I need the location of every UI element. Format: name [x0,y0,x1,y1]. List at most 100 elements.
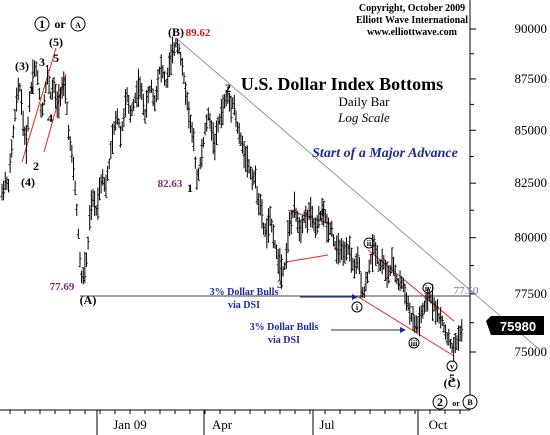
ohlc-bar [67,124,71,141]
wave-B-paren: (B) [168,25,184,39]
ohlc-bar [107,158,111,170]
price-tick-label: 75000 [515,344,548,359]
ohlc-bar [236,121,240,134]
ohlc-bar [162,71,166,86]
ohlc-bar [387,265,391,284]
ohlc-bar [240,135,244,154]
ohlc-bar [123,88,127,117]
roman-iii-marker [408,337,420,349]
ohlc-bar [158,66,162,75]
roman-i-marker [351,301,363,313]
ohlc-bar [184,81,188,105]
ohlc-bar [68,136,72,151]
wave-5-bottom: 5 [449,371,455,385]
ohlc-bar [94,206,98,216]
ohlc-bar [445,332,449,345]
ohlc-bar [327,217,331,243]
dsi-note-1-line2: via DSI [228,300,260,311]
ohlc-bar [392,256,396,276]
ohlc-bar [93,190,97,217]
ohlc-bar [440,315,444,327]
ohlc-bar [424,292,428,313]
channel-line-bottom [356,295,455,357]
ohlc-bar [258,194,262,216]
ohlc-bar [370,234,374,273]
ohlc-bar [50,79,54,100]
price-tick-label: 90000 [515,21,548,36]
ohlc-bar [31,59,35,94]
wave-circle-A: A [75,21,81,30]
ohlc-bar [286,219,290,254]
ohlc-bar [411,306,415,331]
ohlc-bar [437,312,441,324]
ohlc-bar [416,315,420,333]
ohlc-bar [341,240,345,266]
ohlc-bar [460,319,464,342]
roman-v-marker [446,360,458,372]
level-8263: 82.63 [158,178,183,190]
triangle-line-bottom [285,254,329,263]
ohlc-bar [203,122,207,136]
ohlc-bar [364,271,368,292]
wave-2-after-B: 2 [225,81,231,95]
ohlc-bar [21,110,25,136]
ohlc-bar [120,121,124,132]
ohlc-bar [62,71,66,97]
ohlc-bar [418,306,422,337]
ohlc-bar [325,213,329,243]
ohlc-bar [317,205,321,229]
ohlc-bar [237,122,241,144]
wave-3-paren: (3) [15,59,29,73]
ohlc-bar [349,247,353,273]
ohlc-bar [457,325,461,351]
ohlc-bar [201,136,205,148]
ohlc-bar [429,293,433,304]
ohlc-bar [322,200,326,227]
ohlc-bar [75,203,79,216]
ohlc-bar [177,43,181,55]
price-tick-label: 85000 [515,122,548,137]
level-8962: 89.62 [186,27,211,39]
ohlc-bar [375,244,379,265]
ohlc-bar [169,44,173,76]
ohlc-bar [115,108,119,125]
ohlc-bar [130,103,134,117]
wave-circle-B: B [467,398,473,407]
ohlc-bar [125,87,129,103]
ohlc-bar [216,116,220,133]
ohlc-bar [448,338,452,349]
ohlc-bar [292,191,296,218]
ohlc-bar [175,38,179,54]
ohlc-bar [211,122,215,155]
ohlc-bar [367,259,371,274]
ohlc-bar [16,77,20,101]
publisher-text: Elliott Wave International [356,15,468,26]
ohlc-bar [119,125,123,148]
ohlc-bar [70,144,74,163]
ohlc-bar [83,251,87,284]
ohlc-bar [270,218,274,233]
wave-C-paren: (C) [444,376,461,390]
ohlc-bar [315,215,319,234]
wave-or-bottom: or [452,399,460,408]
ohlc-bar [153,95,157,112]
ohlc-bar [344,237,348,261]
ohlc-bar [330,220,334,238]
ohlc-bar [96,187,100,220]
ohlc-bar [109,141,113,159]
circle-2-marker [432,394,448,410]
ohlc-bar [143,108,147,124]
ohlc-bar [366,272,370,284]
wave-3-after-B: 3 [277,277,283,291]
ohlc-bar [26,116,30,132]
ohlc-bar [289,210,293,235]
ohlc-bar [213,133,217,161]
date-tick-label: Jan 09 [113,417,147,432]
wave-4-paren: (4) [21,175,35,189]
ohlc-bar [60,76,64,99]
ohlc-bar [37,87,41,100]
wave-3-small: 3 [39,55,45,69]
roman-i: i [356,303,359,312]
headline: Start of a Major Advance [312,146,458,161]
ohlc-bar [128,105,132,123]
